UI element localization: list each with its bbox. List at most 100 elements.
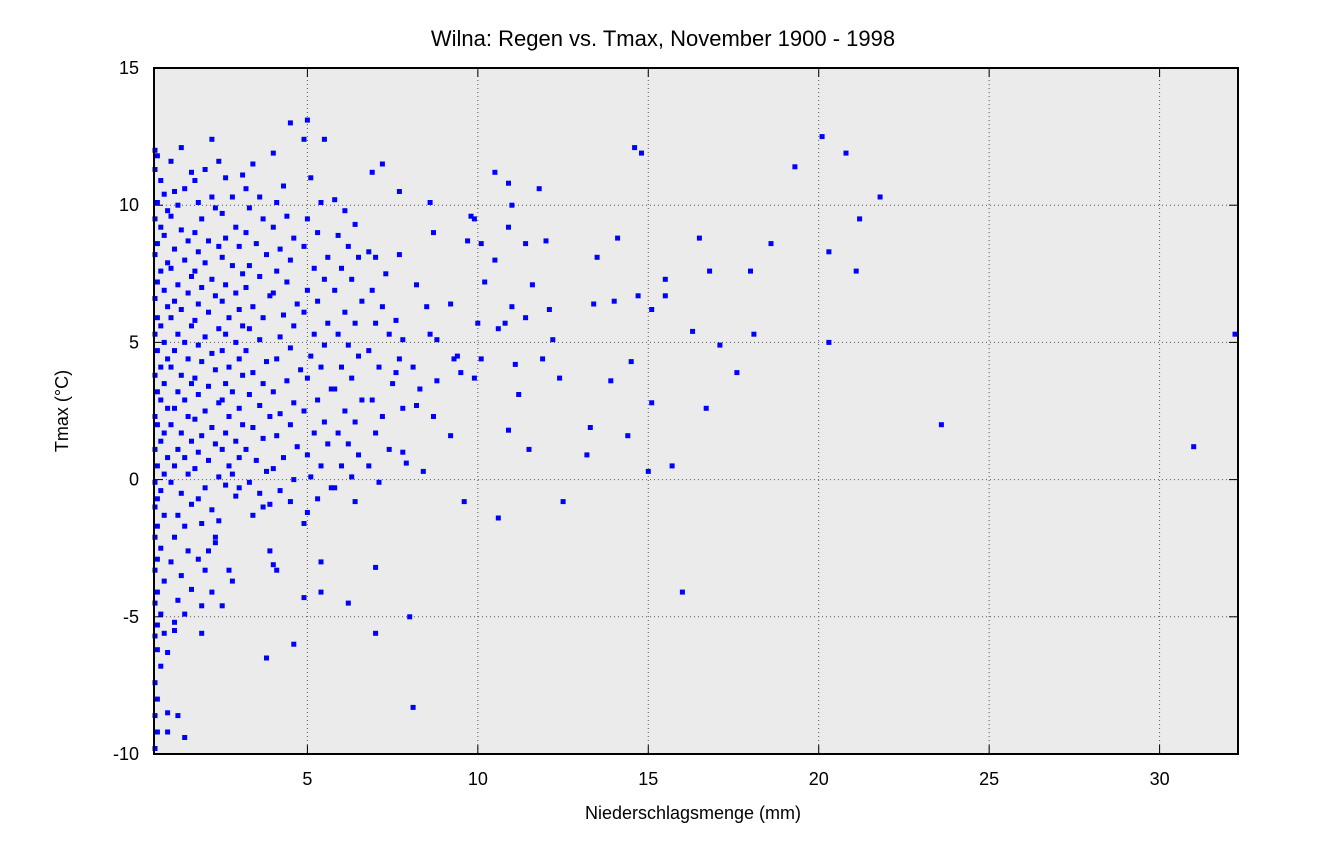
data-point	[690, 328, 696, 334]
data-point	[154, 696, 160, 702]
data-point	[696, 235, 702, 241]
data-point	[195, 249, 201, 255]
data-point	[212, 293, 218, 299]
data-point	[195, 496, 201, 502]
data-point	[229, 471, 235, 477]
data-point	[165, 405, 171, 411]
data-point	[195, 342, 201, 348]
data-point	[318, 200, 324, 205]
data-point	[264, 359, 269, 365]
data-point	[161, 512, 167, 518]
data-point	[267, 501, 273, 507]
data-point	[250, 370, 256, 376]
data-point	[669, 463, 675, 469]
data-point	[451, 356, 457, 362]
data-point	[434, 378, 440, 384]
data-point	[161, 191, 167, 197]
x-tick-label: 25	[979, 769, 999, 789]
data-point	[257, 274, 263, 279]
data-point	[342, 208, 348, 214]
data-point	[639, 150, 644, 156]
data-point	[168, 364, 174, 370]
data-point	[165, 455, 171, 461]
data-point	[154, 422, 160, 428]
data-point	[202, 260, 208, 266]
data-point	[369, 287, 375, 293]
data-point	[1232, 331, 1238, 337]
y-tick-label: 10	[119, 195, 139, 215]
data-point	[182, 339, 188, 345]
data-point	[158, 397, 164, 403]
data-point	[625, 433, 631, 439]
data-point	[195, 556, 201, 562]
data-point	[471, 375, 477, 381]
data-point	[287, 257, 293, 263]
data-point	[161, 381, 167, 387]
data-point	[212, 205, 218, 211]
data-point	[219, 397, 225, 403]
data-point	[199, 216, 205, 222]
data-point	[199, 433, 205, 439]
data-point	[229, 389, 235, 395]
data-point	[223, 482, 229, 488]
data-point	[154, 622, 160, 628]
data-point	[492, 169, 498, 175]
data-point	[591, 301, 597, 307]
data-point	[407, 614, 413, 620]
data-point	[185, 238, 191, 244]
data-point	[192, 416, 198, 422]
data-point	[843, 150, 849, 156]
data-point	[206, 548, 211, 554]
data-point	[161, 287, 167, 293]
data-point	[199, 630, 205, 636]
data-point	[321, 419, 327, 425]
data-point	[635, 293, 641, 299]
data-point	[587, 425, 593, 430]
data-point	[523, 241, 529, 247]
data-point	[154, 315, 160, 321]
data-point	[478, 356, 484, 362]
data-point	[158, 268, 164, 274]
data-point	[158, 364, 164, 370]
data-point	[877, 194, 883, 200]
data-point	[703, 405, 709, 411]
data-point	[543, 238, 549, 244]
data-point	[478, 241, 484, 247]
data-point	[373, 254, 379, 260]
data-point	[608, 378, 614, 384]
data-point	[352, 221, 358, 227]
data-point	[523, 315, 529, 321]
data-point	[512, 361, 518, 367]
data-point	[475, 320, 481, 326]
data-point	[509, 304, 515, 310]
data-point	[216, 400, 222, 406]
data-point	[195, 301, 201, 307]
data-point	[301, 309, 307, 315]
data-point	[206, 383, 211, 389]
data-point	[284, 378, 290, 384]
data-point	[189, 438, 194, 444]
data-point	[172, 463, 177, 469]
data-point	[219, 210, 225, 216]
data-point	[359, 397, 365, 403]
data-point	[165, 710, 171, 716]
data-point	[209, 589, 215, 595]
data-point	[315, 496, 321, 502]
data-point	[199, 359, 205, 365]
data-point	[366, 463, 372, 469]
data-point	[223, 430, 229, 436]
data-point	[373, 564, 379, 570]
data-point	[383, 271, 389, 277]
data-point	[373, 430, 379, 436]
data-point	[546, 307, 552, 312]
data-point	[209, 425, 215, 430]
data-point	[189, 274, 194, 279]
data-point	[492, 257, 498, 263]
data-point	[229, 194, 235, 200]
data-point	[369, 397, 375, 403]
data-point	[506, 180, 511, 186]
data-point	[178, 145, 184, 151]
data-point	[199, 285, 205, 290]
data-point	[396, 252, 402, 258]
data-point	[526, 446, 532, 452]
